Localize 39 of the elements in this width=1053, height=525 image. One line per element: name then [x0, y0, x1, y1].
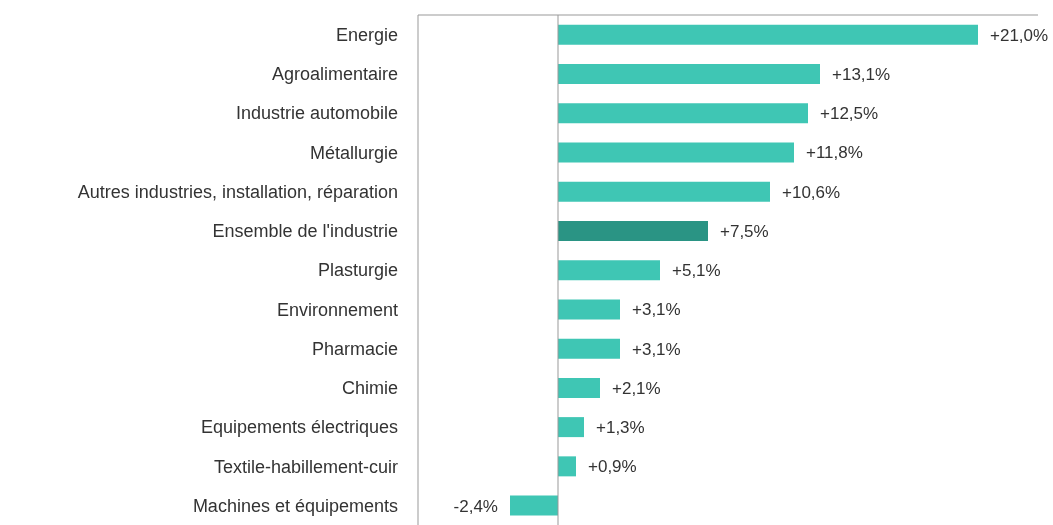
y-tick-label: Textile-habillement-cuir	[213, 456, 398, 477]
data-label: +10,6%	[782, 182, 841, 202]
bar	[558, 103, 808, 124]
data-label: +13,1%	[832, 64, 891, 84]
y-tick-label: Equipements électriques	[200, 417, 398, 438]
data-label: +12,5%	[820, 104, 879, 124]
y-tick-label: Plasturgie	[317, 260, 398, 281]
bar	[558, 260, 660, 281]
data-label: +3,1%	[632, 339, 681, 359]
data-label: +2,1%	[612, 378, 661, 398]
bar	[558, 338, 620, 359]
bar	[558, 64, 820, 85]
data-label: +3,1%	[632, 300, 681, 320]
bar	[558, 220, 708, 241]
y-tick-label: Pharmacie	[311, 338, 398, 359]
y-tick-label: Agroalimentaire	[271, 64, 398, 85]
bar	[510, 495, 558, 516]
y-tick-label: Chimie	[341, 378, 398, 399]
data-label: +21,0%	[990, 25, 1049, 45]
bar	[558, 417, 584, 438]
y-tick-label: Environnement	[276, 299, 398, 320]
y-tick-label: Industrie automobile	[235, 103, 398, 124]
y-tick-label: Autres industries, installation, réparation	[77, 181, 398, 202]
data-label: +0,9%	[588, 457, 637, 477]
bar	[558, 299, 620, 320]
y-tick-label: Energie	[335, 25, 398, 46]
bar	[558, 377, 600, 398]
data-label: +5,1%	[672, 261, 721, 281]
data-label: -2,4%	[453, 496, 498, 516]
y-tick-label: Ensemble de l'industrie	[212, 221, 398, 242]
data-label: +11,8%	[806, 143, 863, 163]
y-tick-label: Machines et équipements	[192, 495, 398, 516]
bar	[558, 142, 794, 163]
bar	[558, 456, 576, 477]
bar	[558, 24, 978, 45]
y-tick-label: Métallurgie	[309, 142, 398, 163]
bar	[558, 181, 770, 202]
data-label: +1,3%	[596, 418, 645, 438]
data-label: +7,5%	[720, 221, 769, 241]
